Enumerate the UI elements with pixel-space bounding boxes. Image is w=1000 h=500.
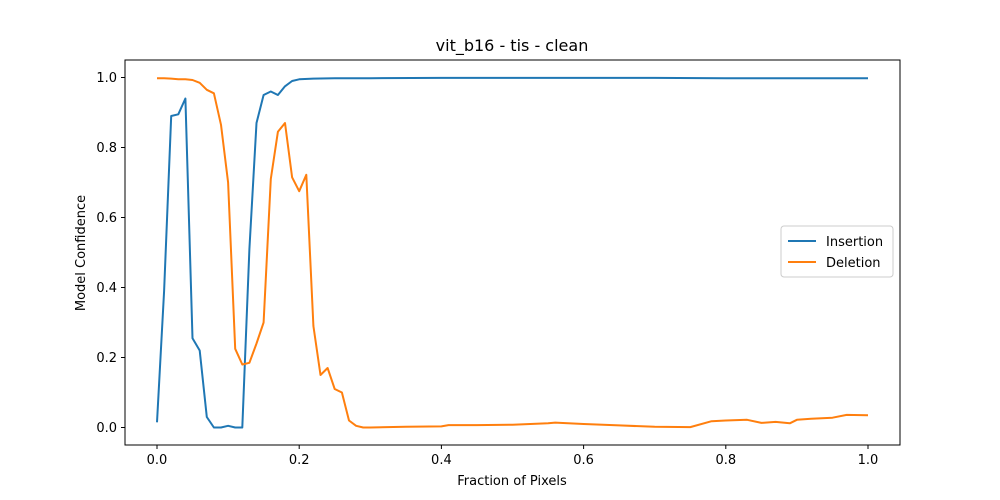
legend-box: [780, 225, 894, 278]
legend-label-insertion: Insertion: [826, 235, 883, 250]
x-axis-title: Fraction of Pixels: [457, 474, 567, 489]
x-tick-label: 1.0: [858, 453, 879, 468]
y-tick-label: 0.2: [96, 351, 117, 366]
legend: Insertion Deletion: [780, 225, 894, 278]
y-tick-label: 0.4: [96, 281, 117, 296]
x-tick-label: 0.6: [573, 453, 594, 468]
x-tick-label: 0.8: [715, 453, 736, 468]
y-tick-label: 0.8: [96, 141, 117, 156]
chart-title: vit_b16 - tis - clean: [436, 36, 589, 56]
plot-area: [125, 60, 900, 445]
y-tick-label: 0.6: [96, 211, 117, 226]
y-tick-label: 1.0: [96, 71, 117, 86]
y-tick-label: 0.0: [96, 421, 117, 436]
series-lines: [156, 76, 869, 429]
x-tick-label: 0.4: [431, 453, 452, 468]
x-axis: 0.0 0.2 0.4 0.6 0.8 1.0: [147, 445, 879, 468]
y-axis-title: Model Confidence: [74, 195, 89, 311]
plot-frame: [124, 59, 901, 446]
series-line-deletion: [157, 77, 869, 429]
x-tick-label: 0.0: [147, 453, 168, 468]
series-line-insertion: [156, 76, 868, 429]
legend-label-deletion: Deletion: [826, 256, 881, 271]
y-axis: 0.0 0.2 0.4 0.6 0.8 1.0: [96, 71, 125, 436]
x-tick-label: 0.2: [289, 453, 310, 468]
